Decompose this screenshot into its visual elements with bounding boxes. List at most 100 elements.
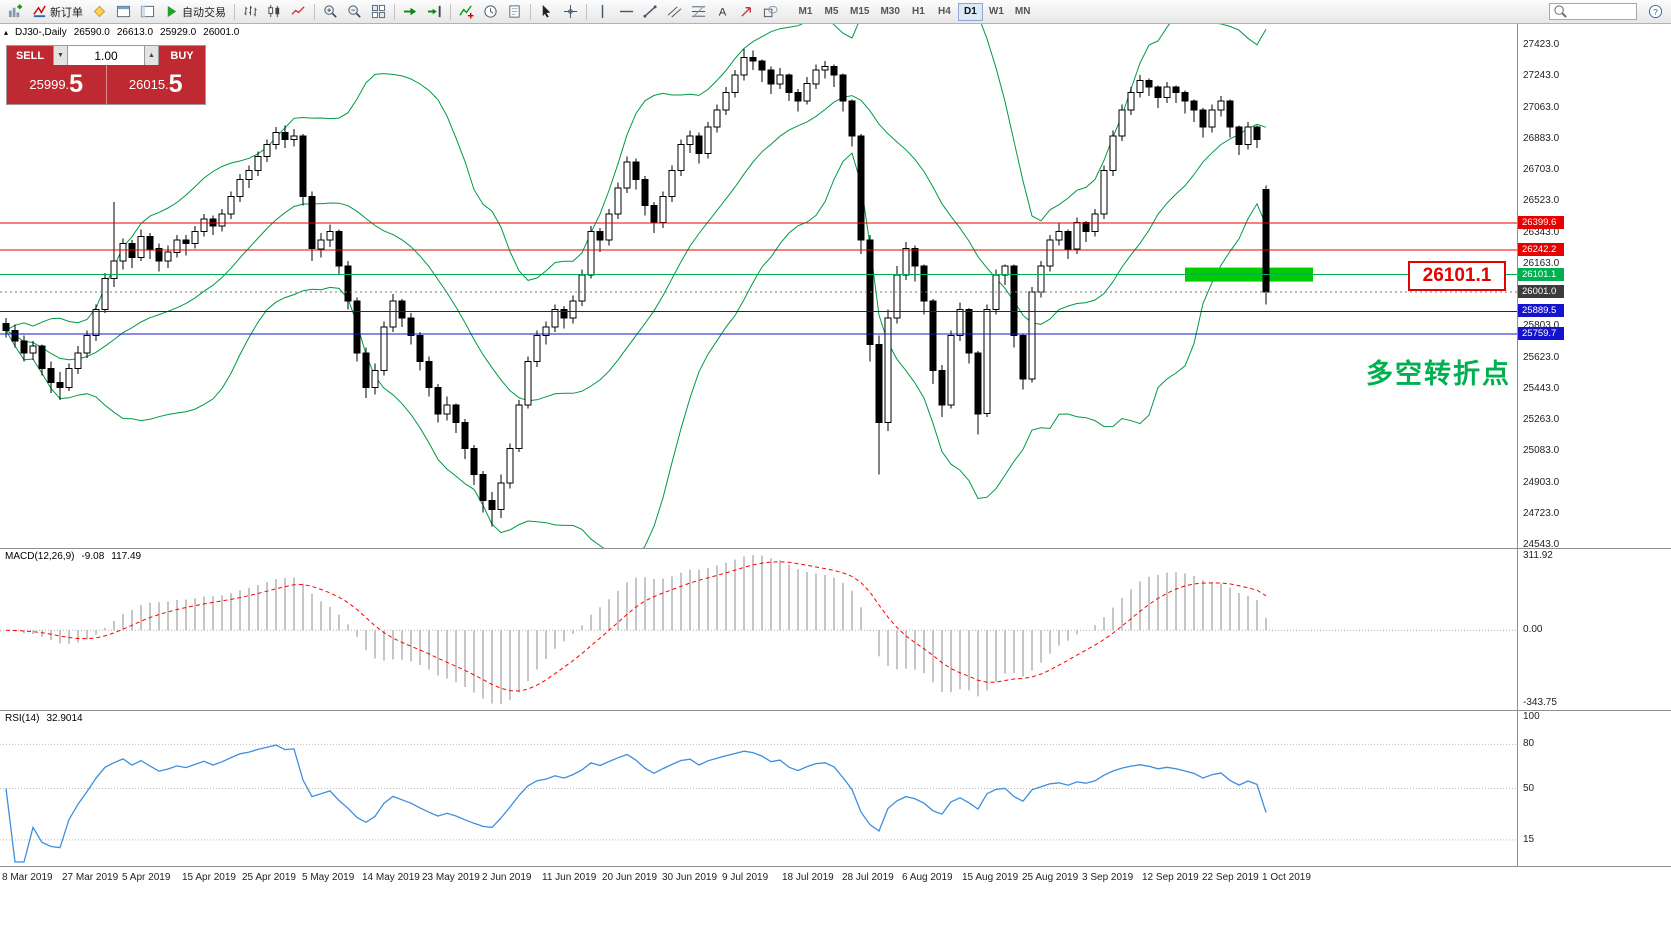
- price-tick-label: 25443.0: [1523, 382, 1560, 394]
- price-callout-label[interactable]: 26101.1: [1408, 261, 1506, 291]
- date-label: 3 Sep 2019: [1082, 872, 1134, 883]
- text-tool-button[interactable]: A: [711, 2, 734, 22]
- price-tick-label: 24543.0: [1523, 539, 1560, 551]
- templates-button[interactable]: [503, 2, 526, 22]
- horizontal-lines: [0, 222, 1517, 335]
- symbol-title: DJ30-,Daily: [15, 27, 67, 38]
- macd-signal-line: [5, 561, 1267, 692]
- sell-price-button[interactable]: 25999. 5: [7, 65, 107, 104]
- timeframe-m30-button[interactable]: M30: [880, 6, 900, 17]
- rsi-levels: [0, 743, 1517, 841]
- turning-point-note[interactable]: 多空转折点: [1366, 359, 1511, 389]
- date-label: 18 Jul 2019: [782, 872, 834, 883]
- line-chart-mode-button[interactable]: [287, 2, 310, 22]
- timeframe-mn-button[interactable]: MN: [1014, 6, 1031, 17]
- rsi-scale-label: 80: [1523, 738, 1535, 750]
- candle-icon: [267, 4, 282, 19]
- arrows-tool-button[interactable]: [735, 2, 758, 22]
- horizontal-line-tool-button[interactable]: [615, 2, 638, 22]
- panel-separator[interactable]: [0, 548, 1671, 549]
- macd-scale-label: 311.92: [1523, 550, 1553, 561]
- buy-price-button[interactable]: 26015. 5: [107, 65, 206, 104]
- panel-separator[interactable]: [0, 710, 1671, 711]
- main-price-chart[interactable]: [0, 24, 1517, 548]
- timeframe-m15-button[interactable]: M15: [850, 6, 870, 17]
- price-tick-label: 24723.0: [1523, 507, 1560, 519]
- toolbar-separator: [234, 3, 235, 20]
- search-box[interactable]: [1549, 3, 1637, 20]
- metaeditor-button[interactable]: [88, 2, 111, 22]
- timeframe-m5-button[interactable]: M5: [824, 6, 839, 17]
- timeframe-w1-button[interactable]: W1: [988, 6, 1004, 17]
- zoom-out-icon: [347, 4, 362, 19]
- buy-button[interactable]: BUY: [159, 46, 205, 65]
- fibonacci-tool-button[interactable]: [687, 2, 710, 22]
- date-label: 22 Sep 2019: [1202, 872, 1259, 883]
- candle-chart-mode-button[interactable]: [263, 2, 286, 22]
- periods-button[interactable]: [479, 2, 502, 22]
- price-tick-label: 26343.0: [1523, 226, 1560, 238]
- new-chart-button[interactable]: [4, 2, 27, 22]
- shapes-tool-button[interactable]: [759, 2, 782, 22]
- chart-shift-button[interactable]: [423, 2, 446, 22]
- channel-tool-button[interactable]: [663, 2, 686, 22]
- autotrading-button[interactable]: 自动交易: [160, 2, 230, 22]
- timeframe-h4-button[interactable]: H4: [938, 6, 951, 17]
- rsi-value: 32.9014: [46, 713, 83, 724]
- volume-up-button[interactable]: ▲: [144, 46, 159, 65]
- volume-down-button[interactable]: ▼: [53, 46, 68, 65]
- vertical-line-tool-button[interactable]: [591, 2, 614, 22]
- cursor-button[interactable]: [535, 2, 558, 22]
- auto-scroll-button[interactable]: [399, 2, 422, 22]
- expand-ohlc-icon[interactable]: ▴: [4, 28, 9, 37]
- date-label: 25 Aug 2019: [1022, 872, 1079, 883]
- zoom-out-button[interactable]: [343, 2, 366, 22]
- toolbar-button-group: 新订单 自动交易 A: [4, 2, 782, 22]
- crosshair-icon: [563, 4, 578, 19]
- time-axis: 8 Mar 2019 27 Mar 2019 5 Apr 2019 15 Apr 20…: [0, 867, 1671, 889]
- trendline-icon: [643, 4, 658, 19]
- timeframe-d1-button[interactable]: D1: [957, 2, 983, 21]
- toolbar-separator: [394, 3, 395, 20]
- macd-scale-label: 0.00: [1523, 624, 1543, 636]
- date-label: 9 Jul 2019: [722, 872, 769, 883]
- date-label: 25 Apr 2019: [242, 872, 296, 883]
- help-button[interactable]: ?: [1644, 2, 1667, 22]
- zoom-in-icon: [323, 4, 338, 19]
- indicators-button[interactable]: [455, 2, 478, 22]
- new-order-button[interactable]: 新订单: [28, 2, 87, 22]
- price-tick-label: 27243.0: [1523, 70, 1560, 82]
- toolbar-separator: [586, 3, 587, 20]
- trendline-tool-button[interactable]: [639, 2, 662, 22]
- bar-chart-mode-button[interactable]: [239, 2, 262, 22]
- price-tick-label: 24903.0: [1523, 476, 1560, 488]
- template-icon: [507, 4, 522, 19]
- crosshair-button[interactable]: [559, 2, 582, 22]
- sell-button[interactable]: SELL: [7, 46, 53, 65]
- market-watch-button[interactable]: [112, 2, 135, 22]
- grid-icon: [371, 4, 386, 19]
- macd-panel[interactable]: [0, 549, 1517, 710]
- ohlc-close: 26001.0: [203, 27, 240, 38]
- order-icon: [32, 4, 47, 19]
- panel-separator[interactable]: [0, 866, 1671, 867]
- timeframe-h1-button[interactable]: H1: [912, 6, 925, 17]
- volume-input[interactable]: [68, 46, 144, 65]
- macd-scale-label: -343.75: [1523, 697, 1557, 708]
- date-label: 20 Jun 2019: [602, 872, 658, 883]
- tile-windows-button[interactable]: [367, 2, 390, 22]
- channel-icon: [667, 4, 682, 19]
- line-icon: [291, 4, 306, 19]
- timeframe-m1-button[interactable]: M1: [798, 6, 813, 17]
- search-input[interactable]: [1571, 6, 1633, 17]
- rsi-panel[interactable]: [0, 711, 1517, 866]
- rsi-label-row: RSI(14) 32.9014: [5, 713, 83, 724]
- date-label: 23 May 2019: [422, 872, 480, 883]
- one-click-trading-panel: SELL ▼ ▲ BUY 25999. 5 26015. 5: [6, 45, 206, 105]
- sell-price-small: 25999.: [29, 77, 70, 92]
- date-label: 30 Jun 2019: [662, 872, 718, 883]
- price-tick-label: 26163.0: [1523, 257, 1560, 269]
- navigator-button[interactable]: [136, 2, 159, 22]
- zoom-in-button[interactable]: [319, 2, 342, 22]
